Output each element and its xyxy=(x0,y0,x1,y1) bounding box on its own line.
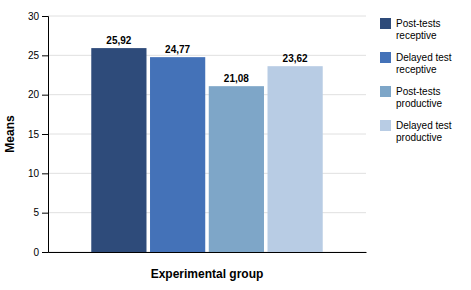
y-tick-line xyxy=(42,213,48,214)
legend-label: Delayed testproductive xyxy=(396,120,452,143)
legend: Post-testsreceptive Delayed testreceptive… xyxy=(380,18,452,143)
data-label: 24,77 xyxy=(165,44,190,55)
y-tick-label: 10 xyxy=(28,168,40,179)
y-tick-line xyxy=(42,16,48,17)
legend-label: Post-testsreceptive xyxy=(396,18,440,41)
legend-label: Post-testsproductive xyxy=(396,86,443,109)
y-tick: 20 xyxy=(28,89,48,100)
legend-swatch xyxy=(380,18,391,29)
y-tick-label: 30 xyxy=(28,11,40,22)
y-tick-label: 25 xyxy=(28,50,40,61)
x-axis-title: Experimental group xyxy=(151,267,264,281)
y-tick-label: 15 xyxy=(28,129,40,140)
legend-item: Delayed testproductive xyxy=(380,120,452,143)
y-tick-line xyxy=(42,95,48,96)
bar xyxy=(268,66,323,252)
y-tick: 5 xyxy=(33,207,48,218)
y-tick-label: 0 xyxy=(33,247,39,258)
y-tick-label: 20 xyxy=(28,89,40,100)
y-axis-title: Means xyxy=(3,115,17,153)
y-tick: 0 xyxy=(33,247,48,258)
bar xyxy=(150,57,205,252)
y-axis-line xyxy=(42,17,49,253)
bars xyxy=(91,48,322,252)
x-axis-line xyxy=(49,252,367,253)
grid-line xyxy=(48,16,366,17)
y-tick: 15 xyxy=(28,129,48,140)
y-tick: 10 xyxy=(28,168,48,179)
legend-swatch xyxy=(380,52,391,63)
y-tick: 25 xyxy=(28,50,48,61)
y-tick-label: 5 xyxy=(33,207,39,218)
grid xyxy=(48,16,366,252)
legend-swatch xyxy=(380,86,391,97)
y-axis: 0 5 10 15 20 25 30 xyxy=(28,11,49,258)
chart: 25,92 24,77 21,08 23,62 0 5 10 15 20 25 30 Means Exp… xyxy=(0,0,471,290)
bar xyxy=(209,86,264,252)
y-tick: 30 xyxy=(28,11,48,22)
y-tick-line xyxy=(42,55,48,56)
legend-item: Delayed testreceptive xyxy=(380,52,452,75)
legend-item: Post-testsreceptive xyxy=(380,18,440,41)
plot: 25,92 24,77 21,08 23,62 0 5 10 15 20 25 30 Means Exp… xyxy=(3,11,367,281)
y-tick-line xyxy=(42,252,48,253)
data-label: 25,92 xyxy=(106,35,131,46)
legend-swatch xyxy=(380,120,391,131)
legend-label: Delayed testreceptive xyxy=(396,52,452,75)
y-tick-line xyxy=(42,173,48,174)
x-axis xyxy=(49,252,367,254)
y-tick-line xyxy=(42,134,48,135)
legend-item: Post-testsproductive xyxy=(380,86,443,109)
data-label: 21,08 xyxy=(224,73,249,84)
data-labels: 25,92 24,77 21,08 23,62 xyxy=(106,35,308,84)
data-label: 23,62 xyxy=(283,53,308,64)
bar xyxy=(91,48,146,252)
